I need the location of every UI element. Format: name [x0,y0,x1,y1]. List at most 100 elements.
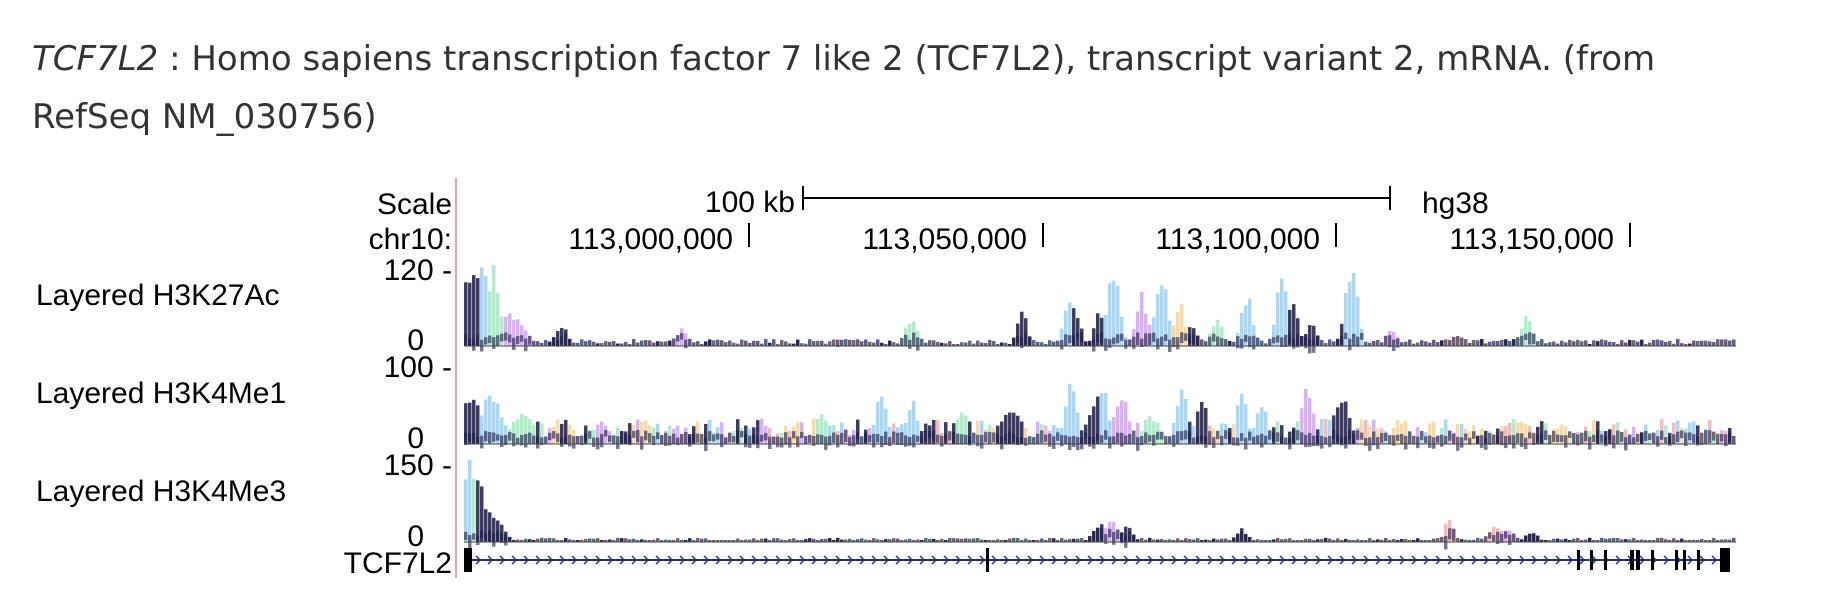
signal-bar-base [1356,539,1360,542]
signal-bar-base [656,341,660,346]
signal-bar [1108,420,1112,444]
signal-bar-base [1540,539,1544,542]
signal-bar [856,419,860,444]
signal-bar-base [1124,534,1128,548]
signal-bar-base [932,340,936,346]
signal-bar-base [688,436,692,447]
signal-bar-base [1564,435,1568,448]
signal-bar-base [1000,540,1004,542]
signal-bar [1112,280,1116,346]
signal-bar-base [960,434,964,444]
signal-bar [1320,419,1324,444]
signal-bar-base [920,435,924,443]
signal-bar-base [996,433,1000,445]
signal-bar-base [1120,533,1124,544]
gene-symbol-link[interactable]: TCF7L2 [32,39,159,79]
signal-bar-base [916,337,920,351]
signal-bar-base [1420,430,1424,441]
signal-bar-base [1272,432,1276,441]
track-label-h3k27ac[interactable]: Layered H3K27Ac [36,279,280,312]
signal-bar-base [1104,534,1108,544]
signal-bar-base [1156,431,1160,440]
track-label-h3k4me1[interactable]: Layered H3K4Me1 [36,377,286,410]
signal-bar-base [1608,341,1612,346]
signal-bar [812,418,816,444]
signal-bar-base [1444,535,1448,550]
signal-bar-base [1548,540,1552,542]
signal-bar-base [1208,431,1212,445]
signal-bar-base [816,340,820,346]
signal-bar-base [1404,435,1408,450]
strand-arrow [499,555,506,565]
signal-bar-base [624,538,628,542]
signal-bar-base [1264,343,1268,346]
signal-bar-base [1644,430,1648,441]
signal-bar-base [776,344,780,346]
signal-bar-base [1392,538,1396,542]
signal-bar-base [876,339,880,346]
strand-arrow [1375,555,1382,565]
strand-arrow [955,555,962,565]
signal-bar-base [1276,538,1280,542]
signal-bar [824,420,828,444]
signal-bar-base [1396,338,1400,348]
signal-bar-base [1472,340,1476,346]
signal-bar-base [1412,540,1416,542]
signal-bar-base [1436,436,1440,443]
strand-arrow [1243,555,1250,565]
gene-model-tcf7l2[interactable] [464,548,1730,572]
signal-bar-base [632,339,636,346]
signal-bar-base [1672,343,1676,346]
signal-bar-base [1712,341,1716,346]
signal-bar [476,480,480,542]
signal-bar [1244,404,1248,444]
signal-bar-base [904,435,908,447]
signal-bar-base [1168,436,1172,444]
signal-bar-base [464,531,468,540]
signal-bar-base [752,340,756,346]
signal-bar-base [1648,433,1652,441]
signal-bar-base [1376,339,1380,347]
signal-bar-base [648,433,652,443]
signal-bar-base [1276,432,1280,442]
signal-bar-base [1008,344,1012,346]
signal-bar [696,421,700,444]
signal-bar-base [568,434,572,447]
signal-bar-base [900,540,904,542]
track-label-h3k4me3[interactable]: Layered H3K4Me3 [36,475,286,508]
signal-bar-base [1152,539,1156,542]
signal-bar-base [1400,342,1404,346]
signal-bar-base [1536,434,1540,442]
signal-bar-base [1516,537,1520,542]
signal-bar-base [1228,340,1232,346]
signal-bar [1460,423,1464,444]
signal-bar-base [776,538,780,542]
signal-bar-base [1704,540,1708,542]
signal-bar-base [856,432,860,440]
signal-bar-base [1720,434,1724,442]
signal-bar-base [1020,437,1024,444]
signal-bar-base [1536,535,1540,542]
signal-bar-base [728,540,732,542]
signal-bar-base [764,538,768,542]
signal-bar-base [968,436,972,446]
signal-bar [1504,426,1508,444]
signal-bar [904,423,908,444]
signal-bar-base [1344,538,1348,542]
signal-bar-base [688,338,692,346]
signal-bar-base [1508,340,1512,346]
signal-bar [980,420,984,444]
signal-bar-base [1456,336,1460,346]
signal-bar-base [1672,434,1676,445]
signal-bar [1096,313,1100,346]
signal-bar-base [1492,340,1496,346]
signal-bar-base [1276,335,1280,343]
signal-bar-base [1208,336,1212,347]
signal-bar-base [1512,533,1516,543]
signal-bar-base [1568,540,1572,542]
gene-track-label[interactable]: TCF7L2 [344,547,452,580]
signal-bar-base [1032,437,1036,444]
signal-bar-base [1000,436,1004,450]
signal-bar-base [1196,435,1200,444]
